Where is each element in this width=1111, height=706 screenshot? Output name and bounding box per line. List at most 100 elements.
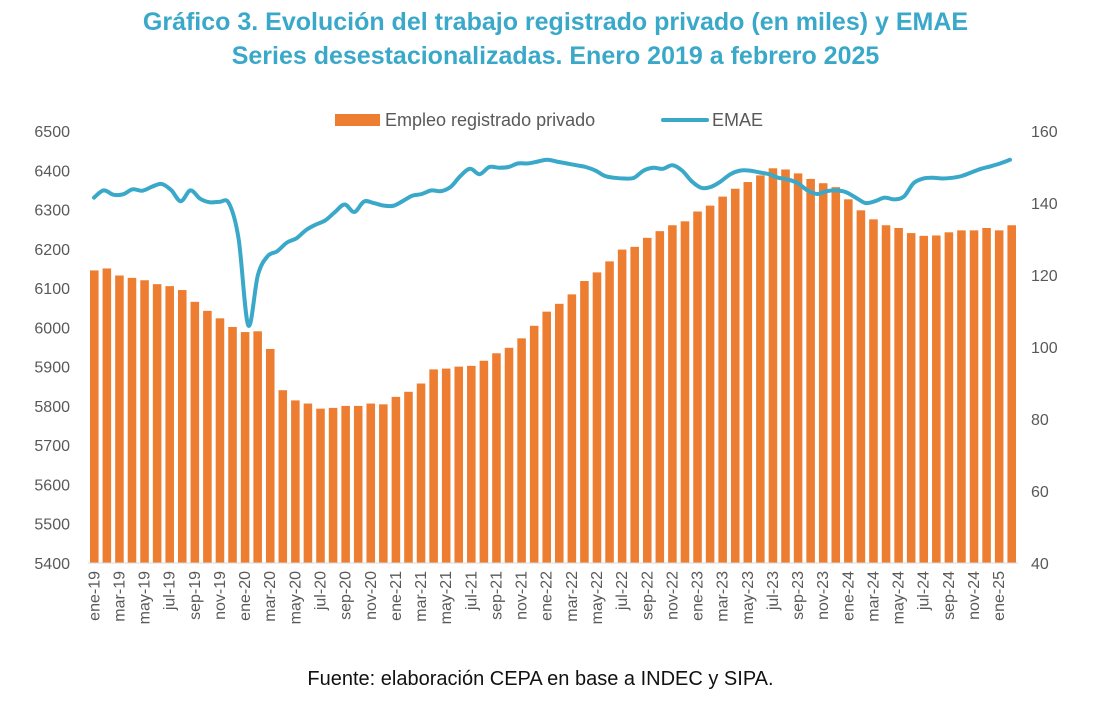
bar (793, 173, 803, 563)
x-tick-label: ene-22 (539, 571, 556, 621)
left-tick-label: 6000 (34, 320, 70, 337)
chart-title: Gráfico 3. Evolución del trabajo registr… (142, 8, 969, 36)
bar (781, 169, 790, 564)
x-tick-label: ene-23 (690, 571, 707, 621)
chart-subtitle: Series desestacionalizadas. Enero 2019 a… (231, 42, 880, 70)
bar (642, 237, 652, 563)
bar (957, 230, 966, 564)
x-tick-label: jul-23 (765, 571, 782, 611)
x-tick-label: mar-22 (564, 571, 581, 622)
x-tick-label: ene-24 (840, 571, 857, 621)
x-tick-label: sep-23 (790, 571, 807, 620)
bar (316, 408, 325, 563)
source-note: Fuente: elaboración CEPA en base a INDEC… (307, 668, 774, 690)
right-tick-label: 80 (1031, 412, 1049, 429)
right-tick-label: 100 (1031, 340, 1058, 357)
bar (366, 403, 376, 563)
legend: Empleo registrado privado EMAE (335, 110, 763, 130)
bar (743, 182, 753, 564)
bar (454, 366, 464, 563)
left-tick-label: 5700 (34, 438, 70, 455)
bar (844, 199, 853, 563)
x-tick-label: nov-23 (815, 571, 832, 620)
left-tick-label: 6500 (34, 124, 70, 141)
bar (869, 219, 878, 564)
bar (517, 338, 526, 563)
bar (592, 272, 602, 563)
bar (215, 318, 225, 563)
bar (429, 369, 438, 563)
bar (291, 400, 300, 563)
right-axis: 160 140 120 100 80 60 40 (1031, 124, 1058, 573)
right-tick-label: 60 (1031, 484, 1049, 501)
bar (718, 196, 727, 563)
left-tick-label: 6400 (34, 163, 70, 180)
bar (404, 391, 413, 563)
bar (416, 383, 426, 563)
bar (994, 230, 1004, 564)
x-tick-label: may-23 (740, 571, 757, 624)
bar (705, 205, 715, 563)
x-tick-label: nov-21 (514, 571, 531, 620)
x-tick-label: jul-19 (162, 571, 179, 611)
bar (1007, 225, 1016, 563)
bar (529, 325, 539, 563)
bar (856, 210, 866, 563)
x-tick-label: sep-20 (338, 571, 355, 620)
bar (730, 188, 740, 564)
bar (756, 175, 765, 563)
bar (668, 225, 677, 563)
bar (253, 331, 262, 563)
x-tick-label: ene-20 (237, 571, 254, 621)
x-tick-label: mar-20 (262, 571, 279, 622)
x-tick-label: mar-21 (413, 571, 430, 622)
emae-line (92, 157, 1012, 328)
x-tick-label: jul-20 (313, 571, 330, 611)
bar (115, 275, 124, 563)
bar (818, 183, 828, 564)
x-tick-label: nov-19 (212, 571, 229, 620)
bar (278, 390, 288, 563)
bar (831, 187, 841, 563)
x-tick-label: may-22 (589, 571, 606, 624)
left-tick-label: 6100 (34, 281, 70, 298)
left-tick-label: 5500 (34, 517, 70, 534)
bar (353, 405, 363, 563)
x-tick-label: mar-24 (865, 571, 882, 622)
x-tick-label: sep-21 (488, 571, 505, 620)
right-tick-label: 120 (1031, 268, 1058, 285)
bar (379, 404, 388, 563)
bar (906, 233, 916, 564)
bar (542, 311, 551, 563)
right-tick-label: 140 (1031, 196, 1058, 213)
x-tick-label: sep-24 (941, 571, 958, 620)
bar (102, 268, 112, 563)
x-tick-label: sep-19 (187, 571, 204, 620)
bar (303, 403, 313, 563)
x-axis: ene-19 mar-19 may-19 jul-19 sep-19 nov-19 ene-… (86, 571, 1008, 624)
left-tick-label: 6300 (34, 203, 70, 220)
x-tick-label: jul-22 (614, 571, 631, 611)
bar (127, 277, 137, 563)
x-tick-label: nov-22 (664, 571, 681, 620)
bar (605, 261, 614, 563)
right-tick-label: 40 (1031, 556, 1049, 573)
bar (982, 228, 991, 563)
right-tick-label: 160 (1031, 124, 1058, 141)
bar (190, 301, 200, 563)
bar (165, 286, 174, 563)
bar (90, 270, 99, 563)
bar (617, 249, 627, 563)
bar (881, 225, 891, 563)
bar (492, 353, 501, 563)
bar (655, 231, 665, 563)
left-axis: 6500 6400 6300 6200 6100 6000 5900 5800 5700 5600… (34, 124, 70, 573)
x-tick-label: ene-19 (86, 571, 103, 621)
x-tick-label: may-19 (137, 571, 154, 624)
bar (504, 347, 514, 563)
legend-label-bar: Empleo registrado privado (385, 110, 595, 130)
left-tick-label: 5900 (34, 360, 70, 377)
x-tick-label: may-20 (287, 571, 304, 624)
bar (441, 368, 451, 563)
